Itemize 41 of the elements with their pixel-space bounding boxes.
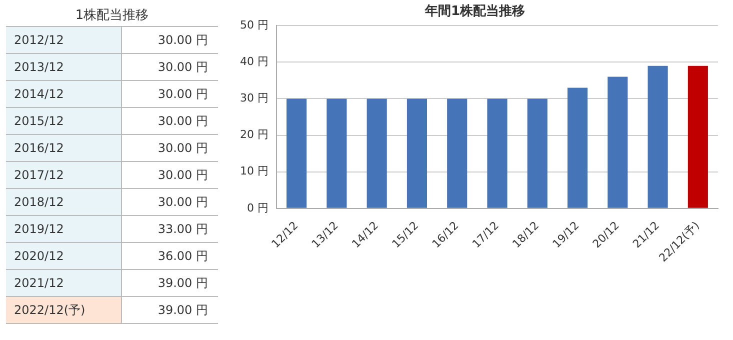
text: 2022/12(予)	[6, 296, 122, 324]
text: 33.00 円	[122, 216, 218, 242]
text: 30.00 円	[122, 80, 218, 108]
bar	[326, 98, 347, 208]
chart-title: 年間1株配当推移	[424, 4, 526, 20]
text: 30.00 円	[122, 188, 218, 216]
bar	[406, 98, 428, 208]
text: 30.00 円	[122, 26, 218, 54]
text: 36.00 円	[122, 242, 218, 270]
text: 1株配当推移	[74, 7, 150, 25]
bar	[688, 66, 708, 208]
text: 2017/12	[6, 162, 122, 188]
text: 2018/12	[6, 188, 122, 216]
y-tick-label: 50 円	[240, 18, 268, 32]
text: 2012/12	[6, 26, 122, 54]
bar	[608, 76, 628, 208]
bar	[487, 98, 508, 208]
y-tick-label: 10 円	[240, 164, 268, 178]
text: 2019/12	[6, 216, 122, 242]
text: 2015/12	[6, 108, 122, 134]
bar	[567, 88, 588, 208]
text: 39.00 円	[122, 296, 218, 324]
text: 30.00 円	[122, 162, 218, 188]
text: 30.00 円	[122, 134, 218, 162]
y-tick-label: 20 円	[240, 128, 268, 142]
text: 2014/12	[6, 80, 122, 108]
text: 2020/12	[6, 242, 122, 270]
y-tick-label: 40 円	[240, 55, 268, 68]
text: 2016/12	[6, 134, 122, 162]
y-tick-label: 30 円	[240, 92, 268, 105]
bar	[648, 66, 668, 208]
bar	[527, 98, 548, 208]
bar	[366, 98, 387, 208]
bar	[286, 98, 307, 208]
y-tick-label: 0 円	[246, 201, 268, 214]
text: 2013/12	[6, 54, 122, 80]
bar	[447, 98, 468, 208]
text: 30.00 円	[122, 108, 218, 134]
text: 39.00 円	[122, 270, 218, 296]
text: 30.00 円	[122, 54, 218, 80]
text: 2021/12	[6, 270, 122, 296]
